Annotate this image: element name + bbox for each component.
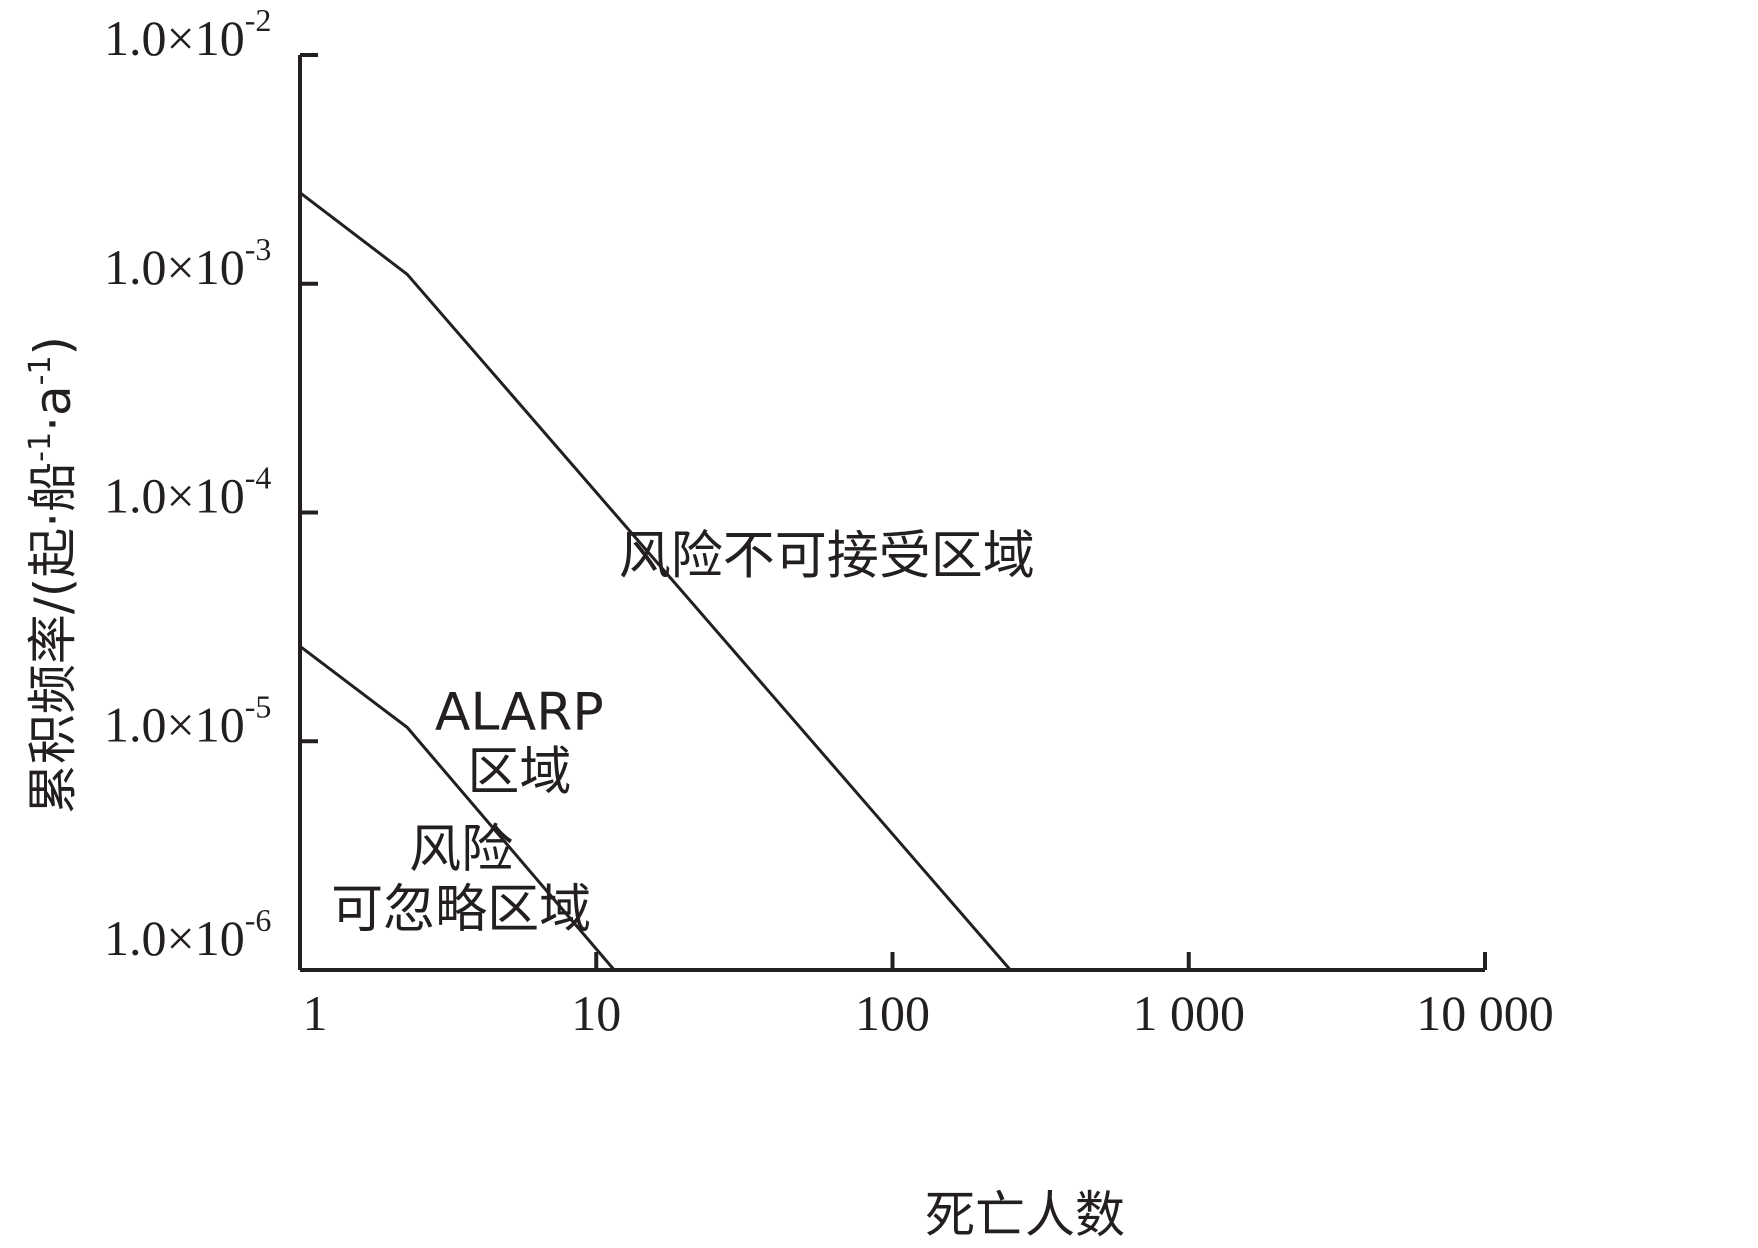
y-tick-label: 1.0×10-2	[104, 2, 271, 66]
series-layer	[299, 191, 1012, 971]
x-tick-label: 10 000	[1416, 985, 1554, 1041]
y-axis-title-sup1: -1	[23, 432, 58, 462]
lower-boundary-line	[299, 645, 616, 971]
y-axis-title-mid: ·a	[24, 385, 82, 432]
region-label-line: 区域	[467, 742, 571, 802]
y-tick-exponent: -4	[245, 460, 272, 496]
y-axis-title-end: )	[24, 336, 82, 356]
y-tick-mantissa: 1.0×10	[104, 910, 245, 966]
x-tick-label: 100	[855, 985, 930, 1041]
region-label-negligible: 风险可忽略区域	[331, 820, 591, 940]
y-tick-label: 1.0×10-5	[104, 688, 271, 752]
upper-boundary-line	[299, 191, 1012, 971]
y-tick-mantissa: 1.0×10	[104, 10, 245, 66]
y-tick-label: 1.0×10-3	[104, 231, 271, 295]
x-tick-label: 10	[571, 985, 621, 1041]
y-tick-exponent: -3	[245, 231, 272, 267]
region-label-unacceptable: 风险不可接受区域	[619, 526, 1035, 586]
region-label-line: ALARP	[435, 682, 604, 742]
x-tick-label: 1	[303, 985, 328, 1041]
y-tick-mantissa: 1.0×10	[104, 696, 245, 752]
x-ticks: 1 10 100 1 000 10 000	[303, 952, 1554, 1041]
y-tick-exponent: -5	[245, 688, 272, 724]
x-tick-label: 1 000	[1133, 985, 1246, 1041]
y-axis-title: 累积频率/(起·船-1·a-1)	[23, 336, 82, 814]
region-label-line: 可忽略区域	[331, 880, 591, 940]
region-label-alarp: ALARP 区域	[435, 682, 604, 802]
y-tick-label: 1.0×10-6	[104, 902, 271, 966]
y-tick-mantissa: 1.0×10	[104, 468, 245, 524]
y-tick-label: 1.0×10-4	[104, 460, 271, 524]
y-tick-exponent: -6	[245, 902, 272, 938]
x-axis-title: 死亡人数	[925, 1186, 1125, 1244]
y-tick-exponent: -2	[245, 2, 272, 38]
y-axis-title-main: 累积频率/(起·船	[24, 462, 82, 814]
region-label-line: 风险不可接受区域	[619, 526, 1035, 586]
region-label-line: 风险	[409, 820, 513, 880]
y-tick-mantissa: 1.0×10	[104, 239, 245, 295]
y-ticks: 1.0×10-61.0×10-51.0×10-41.0×10-31.0×10-2	[104, 2, 318, 966]
y-axis-title-sup2: -1	[23, 355, 58, 385]
